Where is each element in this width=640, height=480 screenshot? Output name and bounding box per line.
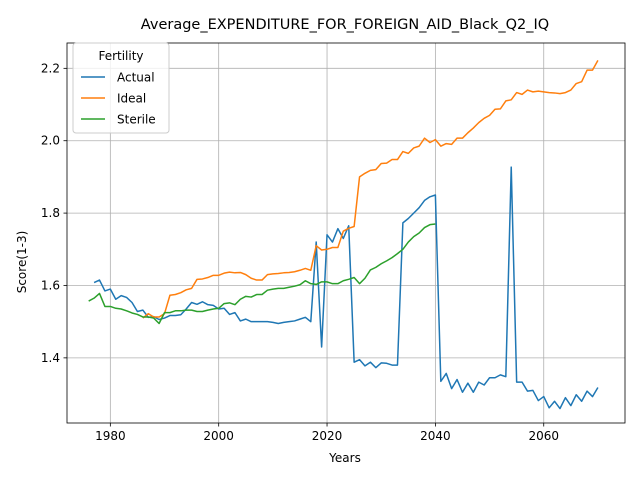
x-tick-label: 2000 <box>203 429 234 443</box>
x-tick-label: 2020 <box>312 429 343 443</box>
grid <box>67 43 625 423</box>
series-line-actual <box>93 166 599 410</box>
legend-box <box>72 42 170 134</box>
x-axis-title: Years <box>328 451 361 465</box>
y-tick-label: 2.0 <box>41 134 60 148</box>
legend-label-ideal: Ideal <box>117 92 146 106</box>
y-tick-label: 2.2 <box>41 61 60 75</box>
y-tick-label: 1.6 <box>41 278 60 292</box>
series-line-sterile <box>88 223 436 325</box>
y-axis: 1.4 1.6 1.8 2.0 2.2 <box>41 61 67 365</box>
x-tick-label: 1980 <box>95 429 126 443</box>
x-tick-label: 2060 <box>528 429 559 443</box>
x-axis: 1980 2000 2020 2040 2060 <box>95 423 559 443</box>
x-tick-label: 2040 <box>420 429 451 443</box>
y-tick-label: 1.4 <box>41 351 60 365</box>
legend: Fertility Actual Ideal Sterile <box>72 42 170 134</box>
legend-label-actual: Actual <box>117 71 155 85</box>
y-tick-label: 1.8 <box>41 206 60 220</box>
series-lines <box>88 60 599 410</box>
plot-frame <box>66 42 626 424</box>
y-axis-title: Score(1-3) <box>15 231 29 294</box>
legend-label-sterile: Sterile <box>117 113 156 127</box>
legend-title: Fertility <box>98 49 143 63</box>
series-line-ideal <box>142 60 599 319</box>
chart-title: Average_EXPENDITURE_FOR_FOREIGN_AID_Blac… <box>141 17 549 33</box>
